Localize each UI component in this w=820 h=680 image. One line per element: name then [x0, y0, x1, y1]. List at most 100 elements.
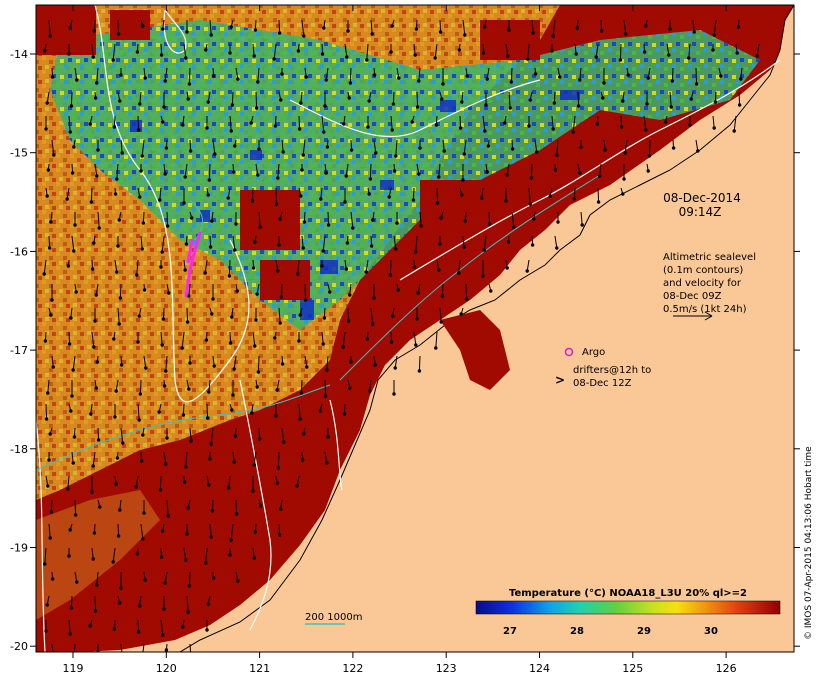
velocity-arrow-head [164, 146, 169, 150]
velocity-arrow-head [90, 490, 94, 494]
lat-tick-label: -20 [10, 640, 28, 653]
velocity-arrow-head [280, 72, 284, 76]
velocity-arrow [394, 355, 398, 369]
velocity-arrow-head [302, 220, 307, 224]
velocity-arrow [228, 259, 231, 277]
velocity-arrow [373, 139, 377, 154]
velocity-arrow [688, 43, 691, 59]
velocity-arrow-head [278, 217, 282, 221]
velocity-arrow-head [464, 297, 469, 301]
velocity-arrow-head [185, 532, 189, 536]
velocity-arrow-head [166, 514, 170, 518]
velocity-arrow-head [115, 456, 120, 460]
lat-tick-label: -15 [10, 147, 28, 160]
drifter-label-line-2: 08-Dec 12Z [573, 378, 632, 389]
velocity-arrow-head [305, 365, 309, 369]
velocity-arrow-head [624, 32, 628, 36]
velocity-arrow-head [44, 417, 49, 421]
altimetry-line-5: 0.5m/s (1kt 24h) [663, 304, 747, 315]
velocity-arrow [159, 187, 162, 201]
velocity-arrow [120, 427, 124, 444]
lat-tick-label: -18 [10, 443, 28, 456]
argo-marker [564, 347, 574, 357]
velocity-arrow-head [328, 290, 332, 294]
velocity-arrow-head [92, 531, 97, 535]
velocity-arrow-head [69, 409, 73, 413]
velocity-arrow-head [345, 55, 349, 59]
velocity-arrow-head [646, 169, 650, 173]
velocity-arrow-head [373, 363, 377, 367]
velocity-arrow-head [186, 506, 190, 510]
velocity-arrow [212, 139, 216, 155]
velocity-arrow-head [164, 648, 169, 652]
velocity-arrow-head [136, 630, 141, 634]
velocity-arrow-head [112, 125, 117, 129]
velocity-arrow-head [158, 488, 163, 492]
velocity-arrow-head [95, 360, 100, 364]
velocity-arrow-head [207, 178, 212, 182]
velocity-arrow [45, 403, 48, 420]
velocity-arrow [120, 139, 123, 154]
velocity-arrow [160, 619, 164, 636]
velocity-arrow [439, 19, 442, 33]
velocity-arrow-head [181, 625, 185, 629]
velocity-arrow-head [364, 270, 368, 274]
velocity-arrow-head [121, 654, 123, 656]
velocity-arrow-head [136, 128, 141, 132]
velocity-arrow-head [301, 246, 305, 250]
velocity-arrow-head [437, 175, 441, 179]
velocity-arrow-head [300, 458, 305, 462]
velocity-arrow-head [187, 584, 192, 588]
velocity-arrow-head [48, 536, 52, 540]
velocity-arrow [277, 163, 280, 179]
velocity-arrow-head [349, 148, 354, 152]
velocity-arrow-head [208, 457, 212, 461]
velocity-arrow-head [142, 288, 147, 292]
velocity-arrow-head [481, 274, 485, 278]
velocity-arrow-head [111, 58, 115, 62]
velocity-arrow [46, 91, 50, 104]
velocity-arrow-head [304, 75, 308, 79]
velocity-arrow [120, 643, 123, 652]
velocity-arrow-head [251, 489, 255, 493]
lat-tick-label: -17 [10, 344, 28, 357]
velocity-arrow [439, 307, 442, 323]
velocity-arrow-head [525, 269, 529, 273]
velocity-arrow [344, 43, 348, 58]
velocity-arrow [252, 43, 255, 57]
velocity-arrow-head [462, 245, 466, 249]
velocity-arrow-head [159, 265, 163, 269]
velocity-arrow [345, 163, 349, 177]
velocity-arrow-head [369, 244, 374, 248]
colorbar-tick-label: 27 [503, 626, 517, 637]
velocity-arrow [205, 547, 208, 564]
velocity-arrow [302, 139, 306, 156]
velocity-arrow-head [138, 604, 142, 608]
velocity-arrow-head [621, 192, 625, 196]
velocity-arrow-head [204, 48, 208, 52]
velocity-arrow-head [92, 241, 96, 245]
velocity-arrow [142, 211, 145, 224]
velocity-arrow [300, 91, 303, 104]
velocity-arrow-head [134, 485, 138, 489]
colorbar-title: Temperature (°C) NOAA18_L3U 20% ql>=2 [509, 588, 747, 599]
velocity-arrow-head [190, 216, 194, 220]
velocity-arrow-head [96, 148, 100, 152]
velocity-arrow-head [186, 97, 190, 101]
drifter-label-line-1: drifters@12h to [573, 365, 651, 376]
velocity-arrow-head [463, 33, 467, 37]
velocity-arrow [114, 259, 118, 273]
velocity-arrow-head [322, 26, 326, 30]
velocity-arrow [92, 451, 96, 467]
velocity-arrow [185, 451, 188, 468]
velocity-arrow-head [414, 27, 419, 31]
velocity-arrow [166, 499, 169, 517]
velocity-arrow [600, 19, 603, 32]
velocity-arrow [97, 211, 100, 229]
velocity-arrow-head [296, 272, 300, 276]
velocity-arrow-head [626, 73, 630, 77]
velocity-arrow-head [69, 316, 73, 320]
velocity-arrow-head [94, 293, 98, 297]
velocity-arrow-head [325, 461, 329, 465]
velocity-arrow-head [548, 194, 552, 198]
